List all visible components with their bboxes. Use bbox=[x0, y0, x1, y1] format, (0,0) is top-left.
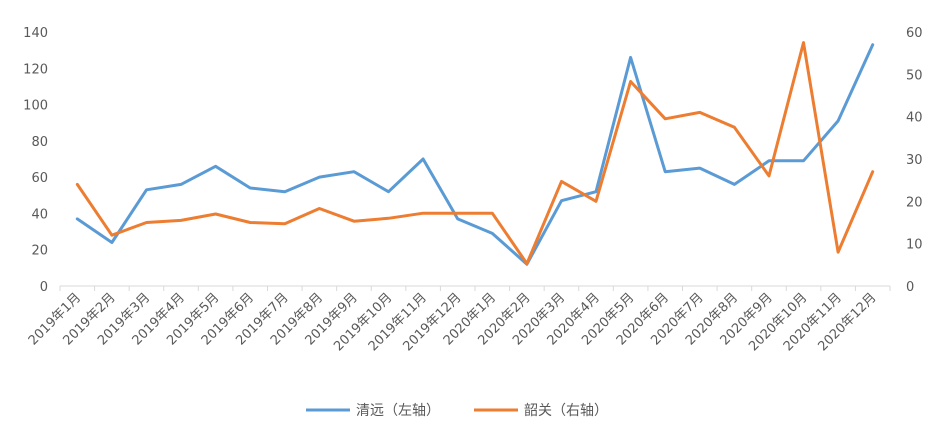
series-1-point bbox=[837, 119, 840, 122]
left-tick-label: 20 bbox=[31, 244, 48, 259]
series-2-point bbox=[283, 222, 286, 225]
series-2-point bbox=[664, 117, 667, 120]
legend-label-2: 韶关（右轴） bbox=[524, 403, 608, 419]
left-tick-label: 40 bbox=[31, 207, 48, 222]
legend: 清远（左轴） 韶关（右轴） bbox=[306, 403, 608, 419]
series-2-point bbox=[214, 213, 217, 216]
series-1-point bbox=[664, 170, 667, 173]
series-2-point bbox=[560, 180, 563, 183]
series-2-point bbox=[76, 183, 79, 186]
series-2-point bbox=[802, 41, 805, 44]
series-1-point bbox=[145, 188, 148, 191]
right-tick-label: 0 bbox=[906, 280, 914, 295]
series-1-point bbox=[180, 183, 183, 186]
series-2-point bbox=[352, 220, 355, 223]
series-2-point bbox=[733, 126, 736, 129]
series-2-point bbox=[180, 219, 183, 222]
series-1-point bbox=[491, 232, 494, 235]
series-2-point bbox=[456, 212, 459, 215]
series-1-point bbox=[214, 165, 217, 168]
legend-label-1: 清远（左轴） bbox=[356, 403, 440, 419]
series-2-point bbox=[318, 207, 321, 210]
left-tick-label: 80 bbox=[31, 135, 48, 150]
left-tick-label: 140 bbox=[23, 26, 48, 41]
right-tick-label: 50 bbox=[906, 68, 923, 83]
series-2-point bbox=[422, 212, 425, 215]
right-tick-label: 60 bbox=[906, 26, 923, 41]
left-tick-label: 120 bbox=[23, 62, 48, 77]
series-2-point bbox=[871, 170, 874, 173]
series-2-point bbox=[249, 221, 252, 224]
series-line-1 bbox=[75, 43, 875, 266]
series-2-point bbox=[525, 262, 528, 265]
series-2-point bbox=[767, 174, 770, 177]
series-1-point bbox=[698, 167, 701, 170]
left-tick-label: 0 bbox=[40, 280, 48, 295]
series-1-point bbox=[560, 199, 563, 202]
left-tick-label: 60 bbox=[31, 171, 48, 186]
x-axis: 2019年1月2019年2月2019年3月2019年4月2019年5月2019年… bbox=[26, 286, 891, 354]
series-1-point bbox=[422, 158, 425, 161]
series-1-point bbox=[283, 190, 286, 193]
series-1-point bbox=[318, 176, 321, 179]
series-1-point bbox=[456, 217, 459, 220]
series-1-point bbox=[629, 56, 632, 59]
series-2-point bbox=[837, 251, 840, 254]
series-1-point bbox=[352, 170, 355, 173]
series-2-point bbox=[698, 111, 701, 114]
series-2-point bbox=[491, 212, 494, 215]
series-1-point bbox=[110, 241, 113, 244]
series-2-point bbox=[387, 217, 390, 220]
series-1-point bbox=[871, 43, 874, 46]
right-tick-label: 30 bbox=[906, 153, 923, 168]
right-y-axis: 0 10 20 30 40 50 60 bbox=[906, 26, 923, 295]
series-2-point bbox=[145, 221, 148, 224]
left-y-axis: 0 20 40 60 80 100 120 140 bbox=[23, 26, 48, 295]
series-1-point bbox=[76, 217, 79, 220]
left-tick-label: 100 bbox=[23, 99, 48, 114]
series-layer bbox=[75, 41, 875, 266]
right-tick-label: 10 bbox=[906, 238, 923, 253]
series-2-point bbox=[629, 80, 632, 83]
series-line-2 bbox=[75, 41, 875, 266]
right-tick-label: 20 bbox=[906, 195, 923, 210]
series-2-point bbox=[110, 234, 113, 237]
series-1-point bbox=[387, 190, 390, 193]
series-2-point bbox=[595, 200, 598, 203]
series-1-point bbox=[249, 187, 252, 190]
series-1-point bbox=[802, 159, 805, 162]
right-tick-label: 40 bbox=[906, 111, 923, 126]
series-1-point bbox=[733, 183, 736, 186]
series-1-point bbox=[767, 159, 770, 162]
